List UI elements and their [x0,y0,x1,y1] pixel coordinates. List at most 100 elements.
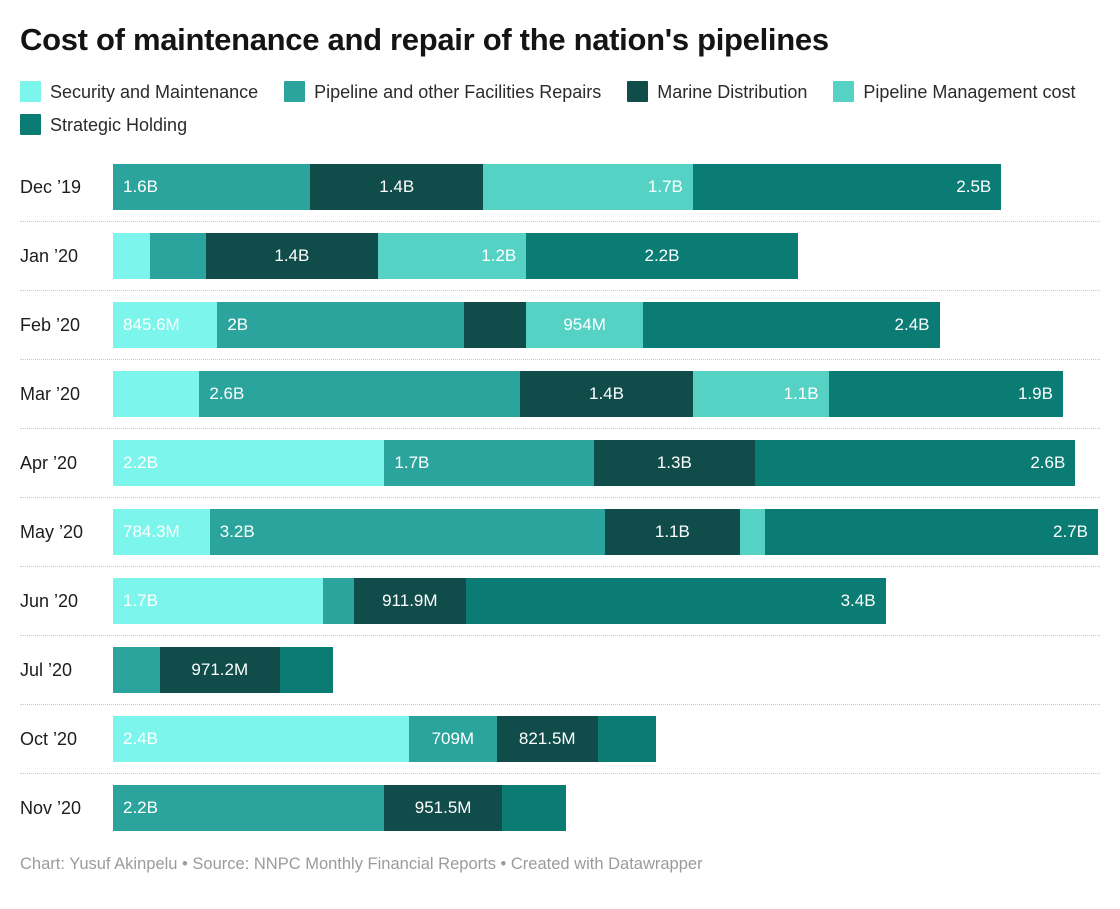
chart-row: Apr ’20 2.2B 1.7B 1.3B 2.6B [20,440,1100,487]
bar-segment-security[interactable]: 2.4B [113,716,410,763]
row-label: Nov ’20 [20,797,82,818]
segment-value-label: 1.3B [656,453,692,473]
bar-segment-marine[interactable]: 911.9M [353,578,467,625]
segment-value-label: 1.7B [394,453,430,473]
segment-value-label: 1.4B [274,246,310,266]
bar-segment-security[interactable] [113,233,150,280]
bar-track: 971.2M [113,647,1100,694]
row-separator [20,359,1100,361]
segment-value-label: 1.7B [647,177,683,197]
bar-segment-strategic[interactable] [597,716,656,763]
bar-segment-strategic[interactable] [501,785,566,832]
bar-segment-repairs[interactable]: 2.6B [199,371,521,418]
bar-segment-repairs[interactable] [150,233,206,280]
legend-item-marine: Marine Distribution [627,80,808,102]
bar-segment-repairs[interactable] [322,578,354,625]
segment-value-label: 954M [563,315,606,335]
bar-segment-repairs[interactable]: 709M [409,716,497,763]
row-label: Oct ’20 [20,728,78,749]
segment-value-label: 709M [431,729,475,749]
bar-segment-security[interactable] [113,371,200,418]
bar-segment-strategic[interactable] [279,647,333,694]
bar-segment-strategic[interactable]: 2.7B [764,509,1099,556]
bar-segment-mgmt[interactable]: 1.2B [378,233,527,280]
row-separator [20,704,1100,706]
bar-segment-security[interactable]: 1.7B [113,578,323,625]
bar-segment-security[interactable]: 845.6M [113,302,218,349]
chart-row: Nov ’20 2.2B 951.5M [20,785,1100,832]
legend-swatch-marine [627,80,649,102]
segment-value-label: 1.1B [654,522,690,542]
bar-segment-security[interactable]: 784.3M [113,509,210,556]
row-label: Jan ’20 [20,245,79,266]
row-label: Jul ’20 [20,659,73,680]
bar-segment-mgmt[interactable]: 1.7B [483,164,693,211]
legend-swatch-strategic [20,113,41,135]
legend-item-mgmt: Pipeline Management cost [833,80,1076,102]
bar-segment-marine[interactable]: 1.1B [604,509,741,556]
chart-row: Oct ’20 2.4B 709M 821.5M [20,716,1100,763]
bar-track: 2.6B 1.4B 1.1B 1.9B [113,371,1100,418]
bar-segment-repairs[interactable]: 2.2B [113,785,385,832]
segment-value-label: 3.2B [219,522,255,542]
row-label: Mar ’20 [20,383,81,404]
bar-segment-marine[interactable]: 1.4B [310,164,484,211]
bar-segment-repairs[interactable] [113,647,160,694]
legend-label: Pipeline and other Facilities Repairs [314,81,602,102]
bar-track: 1.6B 1.4B 1.7B 2.5B [113,164,1100,211]
bar-segment-mgmt[interactable]: 954M [525,302,644,349]
bar-segment-marine[interactable]: 821.5M [496,716,598,763]
bar-track: 2.4B 709M 821.5M [113,716,1100,763]
bar-segment-repairs[interactable]: 1.6B [113,164,311,211]
bar-segment-strategic[interactable]: 2.5B [692,164,1002,211]
legend-swatch-mgmt [833,80,855,102]
bar-segment-repairs[interactable]: 3.2B [209,509,605,556]
row-label: May ’20 [20,521,84,542]
bar-segment-strategic[interactable]: 3.4B [466,578,886,625]
legend-label: Marine Distribution [657,81,808,102]
segment-value-label: 971.2M [191,660,249,680]
segment-value-label: 2.6B [209,384,245,404]
legend-swatch-repairs [284,80,306,102]
segment-value-label: 821.5M [518,729,576,749]
segment-value-label: 3.4B [840,591,876,611]
segment-value-label: 784.3M [123,522,180,542]
bar-segment-strategic[interactable]: 2.6B [754,440,1076,487]
legend-label: Strategic Holding [50,114,188,135]
segment-value-label: 2.2B [123,798,158,818]
bar-segment-repairs[interactable]: 2B [217,302,465,349]
legend-label: Pipeline Management cost [863,81,1076,102]
segment-value-label: 2.4B [123,729,158,749]
segment-value-label: 951.5M [414,798,472,818]
segment-value-label: 1.7B [123,591,158,611]
segment-value-label: 1.2B [481,246,517,266]
bar-segment-marine[interactable]: 1.4B [520,371,693,418]
segment-value-label: 911.9M [382,591,438,611]
bar-segment-security[interactable]: 2.2B [113,440,385,487]
chart-row: Jun ’20 1.7B 911.9M 3.4B [20,578,1100,625]
chart-row: Jan ’20 1.4B 1.2B 2.2B [20,233,1100,280]
bar-segment-marine[interactable]: 971.2M [159,647,280,694]
segment-value-label: 2.2B [123,453,158,473]
bar-segment-marine[interactable]: 1.4B [205,233,379,280]
row-separator [20,773,1100,775]
bar-segment-repairs[interactable]: 1.7B [384,440,595,487]
legend-item-repairs: Pipeline and other Facilities Repairs [284,80,602,102]
bar-segment-marine[interactable]: 1.3B [594,440,755,487]
bar-segment-mgmt[interactable]: 1.1B [692,371,829,418]
bar-track: 2.2B 1.7B 1.3B 2.6B [113,440,1100,487]
segment-value-label: 1.4B [379,177,415,197]
segment-value-label: 2.5B [956,177,992,197]
bar-segment-marine[interactable]: 951.5M [384,785,502,832]
segment-value-label: 2.6B [1030,453,1066,473]
bar-segment-marine[interactable] [464,302,526,349]
bar-segment-mgmt[interactable] [740,509,765,556]
chart-row: Feb ’20 845.6M 2B 954M 2.4B [20,302,1100,349]
row-label: Dec ’19 [20,176,82,197]
bar-segment-strategic[interactable]: 2.2B [526,233,798,280]
bar-track: 1.7B 911.9M 3.4B [113,578,1100,625]
segment-value-label: 845.6M [123,315,180,335]
bar-segment-strategic[interactable]: 2.4B [643,302,940,349]
bar-segment-strategic[interactable]: 1.9B [828,371,1063,418]
